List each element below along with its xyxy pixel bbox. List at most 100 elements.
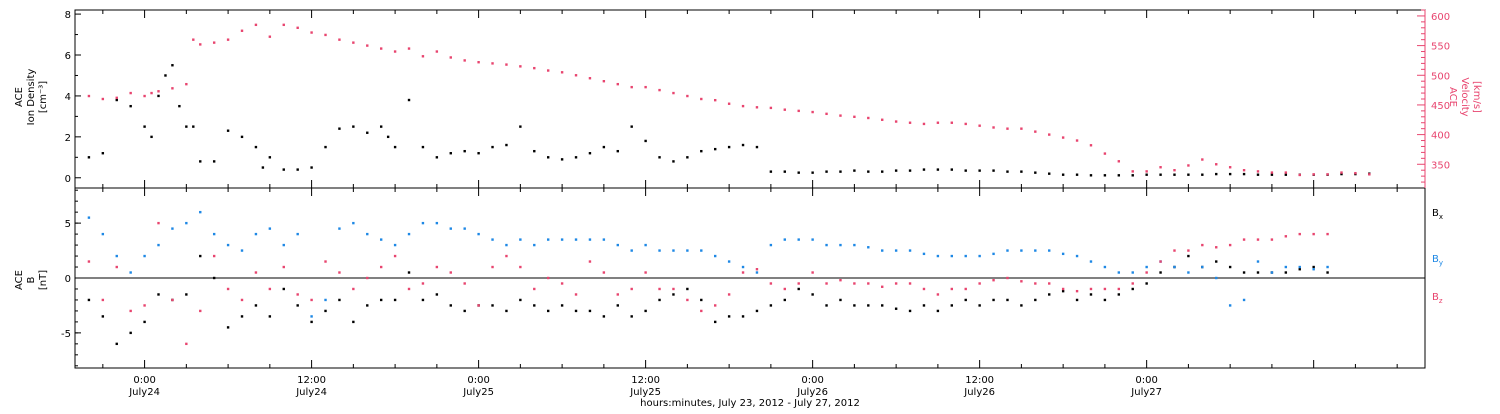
density-point	[1242, 172, 1246, 176]
by-point	[87, 216, 91, 219]
velocity-point	[894, 120, 898, 123]
density-point	[449, 152, 452, 155]
by-point	[1075, 254, 1079, 258]
density-point	[922, 168, 926, 171]
by-point	[1089, 260, 1093, 263]
density-point	[686, 156, 689, 159]
bx-point	[115, 342, 118, 346]
by-point	[672, 249, 675, 252]
velocity-point	[1256, 170, 1260, 173]
velocity-point	[560, 71, 564, 74]
density-point	[157, 94, 160, 98]
bx-point	[254, 304, 258, 307]
bz-point	[755, 268, 759, 271]
bx-point	[379, 298, 383, 302]
by-point	[296, 232, 299, 236]
velocity-point	[1298, 173, 1301, 177]
density-point	[171, 64, 174, 67]
bz-point	[352, 287, 355, 291]
velocity-point	[950, 121, 954, 124]
density-point	[519, 125, 522, 128]
x-tick-time-label: 0:00	[133, 375, 155, 386]
velocity-point	[505, 63, 508, 66]
density-point	[164, 74, 167, 77]
x-tick-time-label: 0:00	[467, 375, 489, 386]
bx-point	[1117, 293, 1121, 296]
by-point	[254, 232, 258, 236]
velocity-point	[212, 41, 216, 44]
density-point	[1159, 173, 1162, 176]
velocity-point	[853, 115, 856, 118]
density-point	[1034, 171, 1037, 174]
bx-point	[936, 309, 940, 313]
bz-point	[644, 271, 647, 274]
by-point	[533, 243, 536, 247]
by-point	[1048, 249, 1051, 252]
velocity-point	[1242, 169, 1246, 172]
bx-point	[714, 320, 717, 324]
bz-point	[560, 282, 564, 285]
bx-point	[686, 287, 689, 291]
velocity-point	[978, 124, 981, 127]
bz-point	[658, 287, 661, 291]
velocity-point	[282, 23, 285, 27]
bottom-ylabel-line3: [nT]	[38, 270, 49, 290]
velocity-point	[672, 91, 675, 95]
bz-point	[171, 298, 174, 302]
bx-point	[658, 298, 661, 302]
bz-point	[839, 278, 842, 282]
density-point	[546, 156, 550, 159]
velocity-point	[143, 94, 146, 98]
bx-point	[1256, 271, 1260, 274]
bx-point	[602, 315, 606, 318]
bx-point	[560, 304, 564, 307]
velocity-point	[630, 85, 633, 89]
bz-point	[477, 304, 480, 307]
bx-point	[1034, 298, 1037, 302]
top-panel-frame	[74, 9, 1426, 189]
by-point	[240, 249, 244, 252]
bz-point	[101, 298, 105, 302]
velocity-point	[1075, 139, 1079, 142]
bx-point	[185, 293, 188, 296]
bx-point	[199, 254, 202, 258]
density-point	[254, 145, 258, 149]
bz-point	[908, 282, 912, 285]
bz-point	[1326, 232, 1329, 236]
bz-point	[143, 304, 146, 307]
by-point	[1061, 252, 1065, 256]
bx-point	[964, 298, 967, 302]
top-y2label-line2: Velocity	[1459, 77, 1470, 116]
bz-point	[1034, 282, 1037, 285]
bz-point	[1242, 238, 1246, 241]
top-ylabel-line2: Ion Density	[26, 69, 37, 126]
by-point	[992, 252, 995, 256]
velocity-point	[87, 94, 91, 98]
by-point	[491, 238, 494, 241]
bz-point	[435, 265, 439, 269]
density-point	[143, 125, 146, 128]
by-point	[700, 249, 703, 252]
by-point	[741, 265, 745, 269]
velocity-point	[449, 56, 452, 59]
bz-point	[1048, 282, 1051, 285]
bx-point	[519, 298, 522, 302]
top-y2-tick-label: 400	[1431, 131, 1450, 142]
legend-by: By	[1432, 254, 1443, 267]
bz-point	[630, 287, 633, 291]
density-point	[352, 125, 355, 128]
by-point	[1187, 271, 1190, 274]
by-point	[185, 221, 188, 225]
bx-point	[644, 309, 647, 313]
bz-point	[1089, 287, 1093, 291]
bx-point	[727, 315, 731, 318]
bx-point	[463, 309, 466, 313]
bx-point	[950, 304, 954, 307]
velocity-point	[296, 26, 299, 29]
bz-point	[199, 309, 202, 313]
density-point	[936, 168, 940, 171]
top-ylabel-line3: [cm⁻³]	[38, 81, 49, 113]
bz-point	[867, 282, 870, 285]
density-point	[700, 149, 703, 153]
density-point	[894, 169, 898, 172]
